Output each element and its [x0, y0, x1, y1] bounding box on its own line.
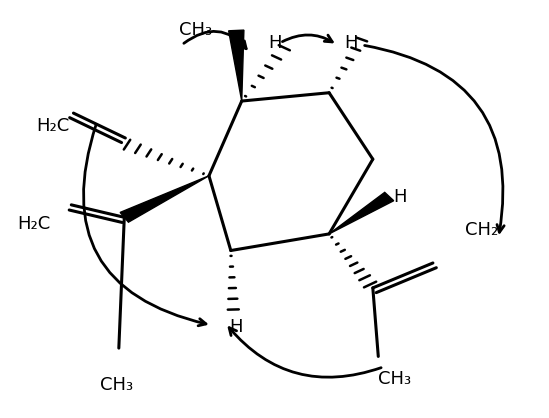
Text: CH₃: CH₃ — [99, 377, 133, 395]
Text: CH₃: CH₃ — [179, 21, 212, 39]
Text: H₂C: H₂C — [37, 117, 70, 135]
Polygon shape — [329, 192, 394, 234]
Text: H: H — [229, 319, 243, 336]
Text: CH₃: CH₃ — [378, 370, 411, 388]
Text: H: H — [394, 188, 407, 206]
Polygon shape — [120, 176, 209, 222]
Text: H₂C: H₂C — [18, 214, 51, 232]
Text: H: H — [344, 34, 358, 52]
Text: H: H — [268, 34, 281, 52]
Polygon shape — [228, 30, 244, 101]
Text: CH₂: CH₂ — [466, 221, 498, 239]
